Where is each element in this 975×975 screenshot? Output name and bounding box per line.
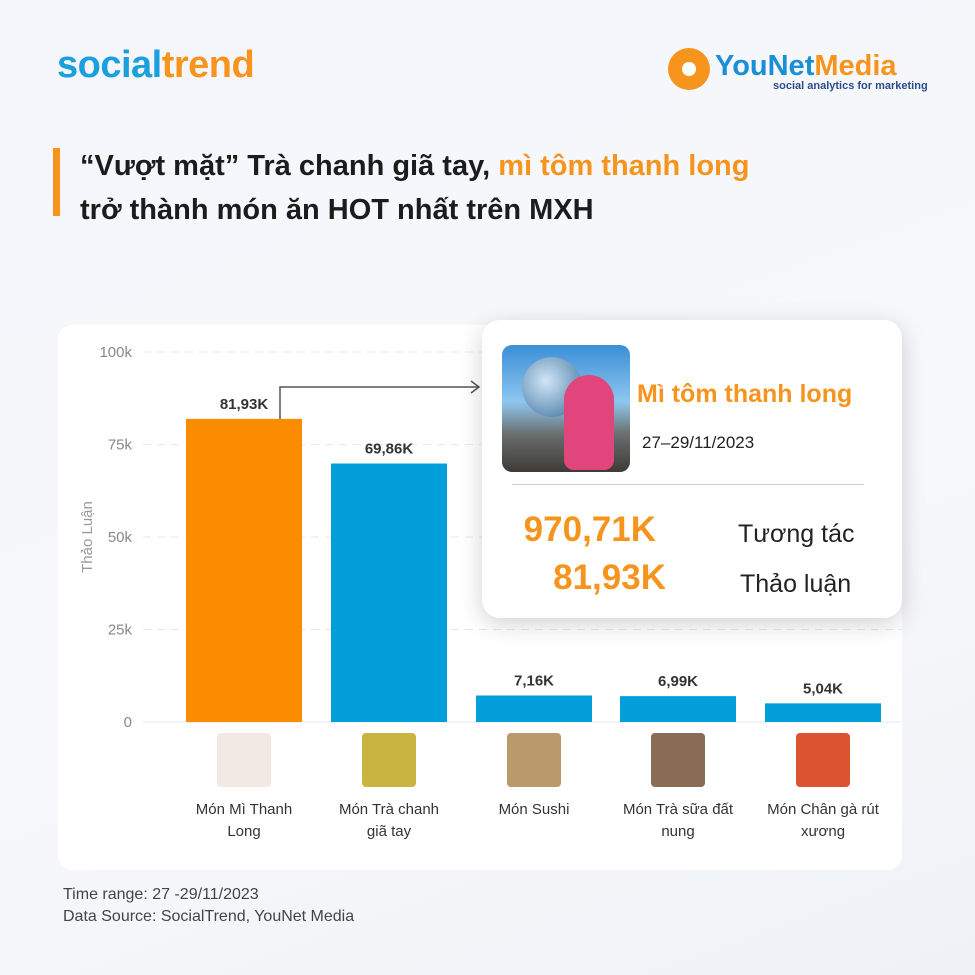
bar-value-label: 69,86K — [365, 441, 414, 458]
popup-date: 27–29/11/2023 — [642, 433, 755, 452]
arrow-head-icon — [470, 380, 481, 394]
bar-chart: 0 25k 50k 75k 100k Thảo Luận 81,93K Món Mì Than… — [79, 344, 902, 840]
title-accent-bar — [53, 148, 60, 216]
data-source: Data Source: SocialTrend, YouNet Media — [63, 908, 355, 925]
bar — [331, 463, 447, 722]
interactions-label: Tương tác — [738, 520, 855, 548]
divider — [512, 484, 864, 485]
food-thumbnail — [651, 733, 705, 787]
bar-value-label: 6,99K — [658, 673, 698, 690]
popup-title: Mì tôm thanh long — [637, 380, 853, 408]
socialtrend-logo: socialtrend — [57, 44, 255, 86]
y-tick-label: 0 — [124, 714, 132, 731]
food-thumbnail — [507, 733, 561, 787]
x-tick-label: Món Sushi — [499, 801, 570, 818]
bar — [620, 696, 736, 722]
bar-value-label: 81,93K — [220, 396, 269, 413]
bar — [765, 703, 881, 722]
highlight-popup: Mì tôm thanh long 27–29/11/2023 970,71K … — [482, 320, 902, 618]
bar — [476, 695, 592, 722]
discussions-label: Thảo luận — [740, 570, 852, 598]
headline: “Vượt mặt” Trà chanh giã tay, mì tôm tha… — [80, 150, 750, 226]
y-tick-label: 75k — [108, 437, 133, 454]
x-tick-label: Món Chân gà rút xương — [767, 801, 880, 840]
bar — [186, 418, 302, 722]
y-tick-label: 100k — [99, 344, 132, 361]
younet-logo-icon — [668, 48, 710, 90]
connector-line — [279, 386, 478, 419]
x-tick-label: Món Trà sữa đất nung — [623, 801, 734, 840]
interactions-value: 970,71K — [523, 510, 656, 549]
younet-media-logo: YouNetMedia social analytics for marketi… — [668, 48, 938, 94]
y-tick-label: 50k — [108, 529, 133, 546]
x-tick-label: Món Trà chanh giã tay — [339, 801, 439, 840]
x-tick-label: Món Mì Thanh Long — [196, 801, 292, 840]
bar-value-label: 7,16K — [514, 673, 554, 690]
food-thumbnail — [217, 733, 271, 787]
time-range: Time range: 27 -29/11/2023 — [63, 886, 259, 903]
y-axis-label: Thảo Luận — [79, 501, 96, 573]
y-tick-label: 25k — [108, 622, 133, 639]
mascot-photo — [502, 345, 630, 472]
food-thumbnail — [362, 733, 416, 787]
discussions-value: 81,93K — [553, 558, 666, 597]
food-thumbnail — [796, 733, 850, 787]
bar-value-label: 5,04K — [803, 680, 843, 697]
